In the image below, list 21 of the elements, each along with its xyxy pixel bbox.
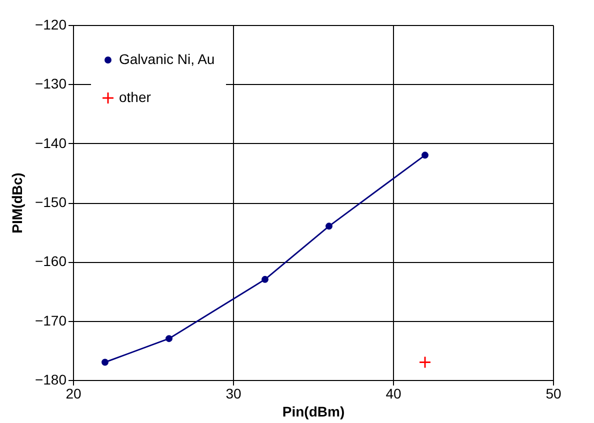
y-axis-title: PIM(dBc) [8,172,25,234]
y-tick-label: −120 [34,16,67,32]
x-axis-title: Pin(dBm) [282,404,345,420]
x-tick-label: 40 [386,386,402,402]
point [326,222,332,230]
legend-label: Galvanic Ni, Au [119,51,215,67]
point [102,358,108,366]
x-tick-label: 30 [226,386,242,402]
y-tick-label: −150 [34,194,67,210]
point [422,152,428,159]
y-tick-label: −180 [34,372,67,388]
x-tick-label: 50 [546,386,562,402]
y-tick-label: −170 [34,312,67,328]
y-tick-label: −140 [34,134,67,151]
point [166,335,172,342]
y-tick-label: −130 [34,76,67,92]
legend-label: other [119,89,152,105]
x-tick-label: 20 [66,386,82,402]
point [418,356,432,368]
point [262,276,268,283]
y-tick-label: −160 [34,253,67,270]
